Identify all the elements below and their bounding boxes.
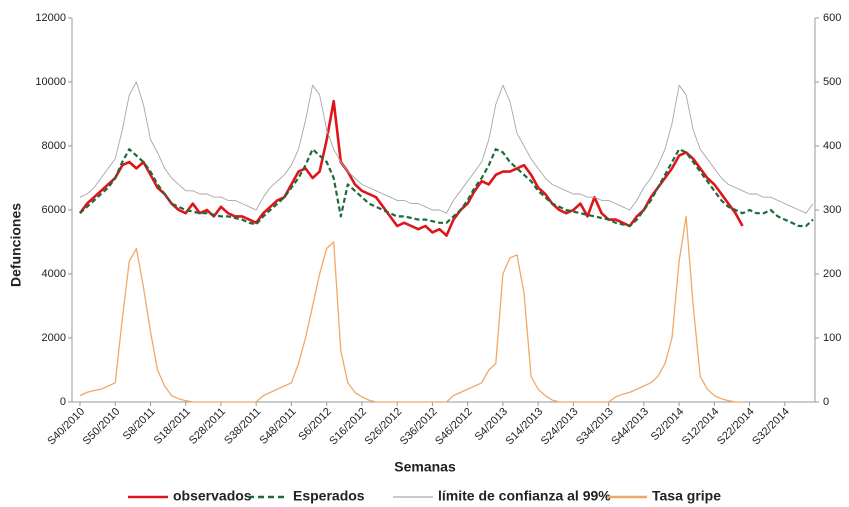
- y2-tick-label: 0: [823, 396, 829, 408]
- x-tick-label: S48/2011: [257, 406, 298, 447]
- y-tick-label: 0: [60, 396, 66, 408]
- x-tick-label: S28/2011: [187, 406, 228, 447]
- x-tick-label: S26/2012: [363, 406, 405, 448]
- x-tick-label: S50/2010: [81, 406, 123, 448]
- x-tick-label: S24/2013: [539, 406, 581, 448]
- x-tick-label: S44/2013: [609, 406, 651, 448]
- x-tick-label: S34/2013: [574, 406, 616, 448]
- series-line: [79, 215, 743, 403]
- series-line: [79, 81, 814, 214]
- legend-label: Tasa gripe: [652, 488, 721, 504]
- y2-tick-label: 400: [823, 140, 841, 152]
- x-tick-label: S36/2012: [398, 406, 440, 448]
- y-tick-label: 4000: [42, 268, 66, 280]
- legend-label: Esperados: [293, 488, 365, 504]
- y2-tick-label: 500: [823, 76, 841, 88]
- x-tick-label: S32/2014: [750, 406, 792, 448]
- x-tick-label: S46/2012: [433, 406, 475, 448]
- y-tick-label: 8000: [42, 140, 66, 152]
- x-tick-label: S12/2014: [680, 406, 722, 448]
- y2-tick-label: 300: [823, 204, 841, 216]
- legend-label: límite de confianza al 99%: [438, 488, 611, 504]
- y2-tick-label: 100: [823, 332, 841, 344]
- y-axis-label: Defunciones: [8, 203, 24, 287]
- x-tick-label: S40/2010: [45, 406, 87, 448]
- y-tick-label: 6000: [42, 204, 66, 216]
- legend-label: observados: [173, 488, 252, 504]
- series-line: [78, 99, 744, 237]
- x-axis-label: Semanas: [394, 459, 456, 475]
- x-tick-label: S18/2011: [152, 406, 193, 447]
- y2-tick-label: 200: [823, 268, 841, 280]
- x-tick-label: S38/2011: [222, 406, 263, 447]
- y-tick-label: 10000: [35, 76, 66, 88]
- x-tick-label: S14/2013: [504, 406, 546, 448]
- x-tick-label: S16/2012: [327, 406, 369, 448]
- x-tick-label: S22/2014: [715, 406, 757, 448]
- series-line: [79, 148, 814, 228]
- y-tick-label: 12000: [35, 12, 66, 24]
- y-tick-label: 2000: [42, 332, 66, 344]
- y2-tick-label: 600: [823, 12, 841, 24]
